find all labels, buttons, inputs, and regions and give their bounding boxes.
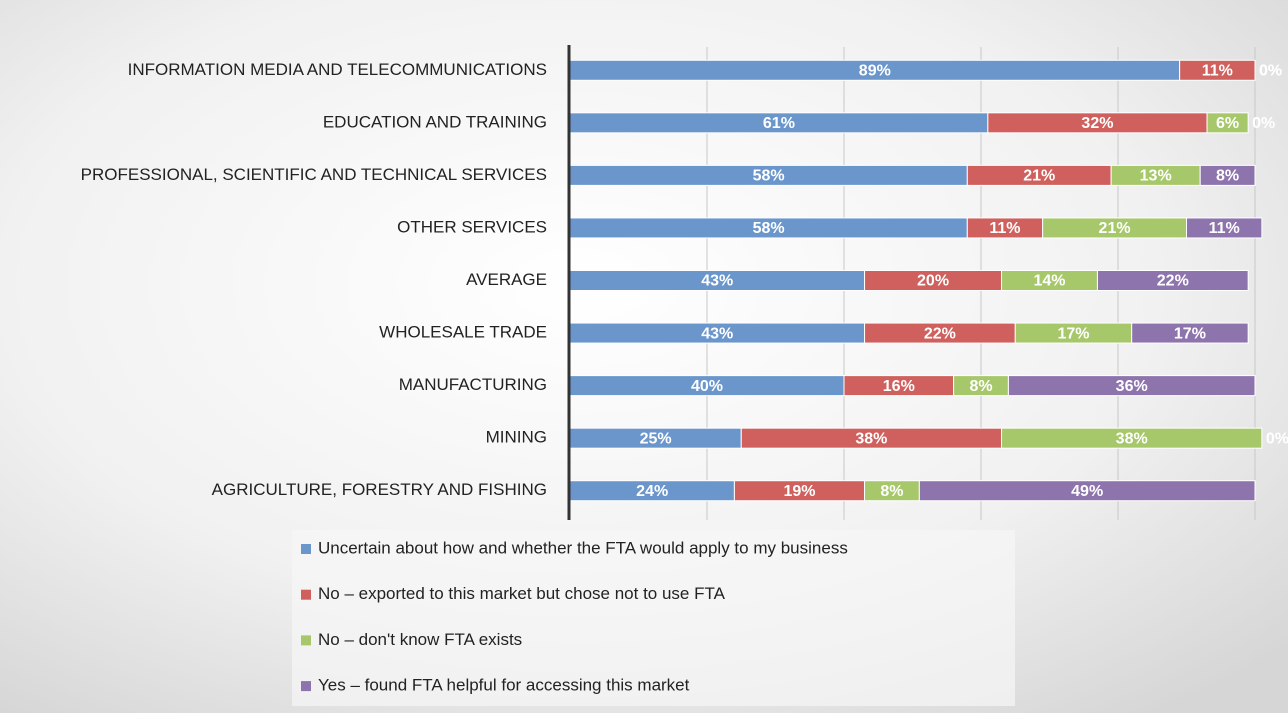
data-label: 0% [1259, 62, 1282, 79]
bar-segment [1007, 375, 1256, 397]
legend-swatch [301, 589, 311, 600]
data-label: 21% [1099, 220, 1131, 237]
y-tick-label: MANUFACTURING [399, 375, 547, 394]
data-label: 11% [989, 220, 1020, 237]
data-label: 14% [1033, 273, 1065, 290]
data-label: 17% [1057, 325, 1089, 342]
data-label: 24% [636, 483, 668, 500]
bar-segment [1206, 112, 1249, 134]
data-label: 58% [753, 168, 785, 185]
data-label: 40% [691, 378, 723, 395]
data-label: 8% [969, 378, 992, 395]
data-label: 21% [1023, 168, 1055, 185]
legend-box [292, 530, 1015, 706]
data-label: 25% [640, 430, 672, 447]
bar-segment [1199, 164, 1256, 186]
y-tick-label: OTHER SERVICES [397, 217, 547, 236]
data-label: 22% [924, 325, 956, 342]
y-tick-label: PROFESSIONAL, SCIENTIFIC AND TECHNICAL S… [81, 165, 547, 184]
data-label: 0% [1252, 115, 1275, 132]
data-label: 16% [883, 378, 915, 395]
data-label: 38% [855, 430, 887, 447]
data-label: 58% [753, 220, 785, 237]
data-label: 22% [1157, 273, 1189, 290]
y-tick-label: EDUCATION AND TRAINING [323, 112, 547, 131]
data-label: 38% [1116, 430, 1148, 447]
data-label: 49% [1071, 483, 1103, 500]
y-tick-label: INFORMATION MEDIA AND TELECOMMUNICATIONS [128, 60, 547, 79]
data-label: 89% [859, 62, 891, 79]
data-label: 43% [701, 273, 733, 290]
legend-swatch [301, 635, 311, 646]
bar-segment [1131, 322, 1249, 344]
data-label: 0% [1266, 430, 1288, 447]
y-tick-label: AVERAGE [466, 270, 547, 289]
data-label: 36% [1116, 378, 1148, 395]
legend-label: Uncertain about how and whether the FTA … [318, 538, 848, 557]
data-label: 43% [701, 325, 733, 342]
data-label: 11% [1209, 220, 1240, 237]
data-label: 8% [880, 483, 903, 500]
data-label: 17% [1174, 325, 1206, 342]
bar-segment [1186, 217, 1263, 239]
data-label: 20% [917, 273, 949, 290]
data-label: 6% [1216, 115, 1239, 132]
legend-label: No – exported to this market but chose n… [318, 584, 726, 603]
legend-swatch [301, 544, 311, 554]
y-tick-label: WHOLESALE TRADE [379, 323, 547, 342]
y-tick-label: AGRICULTURE, FORESTRY AND FISHING [212, 480, 547, 499]
legend-label: Yes – found FTA helpful for accessing th… [318, 676, 690, 695]
data-label: 32% [1081, 115, 1113, 132]
y-tick-label: MINING [486, 428, 547, 447]
bar-segment [1096, 270, 1249, 291]
data-label: 0% [1259, 62, 1282, 79]
legend-label: No – don't know FTA exists [318, 630, 522, 649]
data-label: 13% [1140, 168, 1172, 185]
data-label: 8% [1216, 168, 1239, 185]
data-label: 11% [1202, 62, 1233, 79]
data-label: 19% [783, 483, 815, 500]
legend-swatch [301, 681, 311, 692]
bar-segment [918, 480, 1256, 502]
data-label: 61% [763, 115, 795, 132]
bar-segment [1001, 427, 1263, 449]
bar-segment [1179, 59, 1256, 81]
